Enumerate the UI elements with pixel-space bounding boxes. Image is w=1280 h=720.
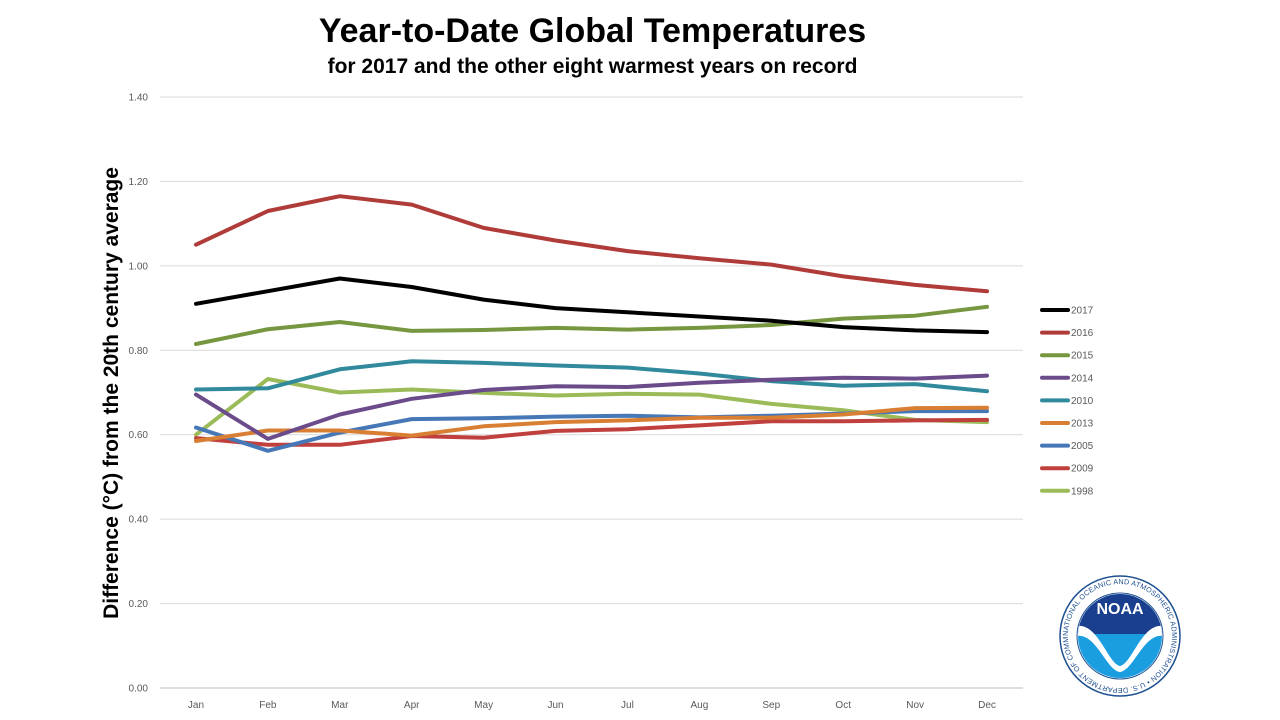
legend-label-2017: 2017 [1071, 306, 1094, 317]
series-line-2017 [194, 276, 989, 335]
x-tick-label: Mar [331, 700, 349, 711]
x-tick-label: Apr [404, 700, 420, 711]
y-tick-label: 0.80 [129, 346, 149, 357]
y-tick-label: 0.40 [129, 515, 149, 526]
chart-title: Year-to-Date Global Temperatures [318, 12, 867, 50]
x-tick-label: Sep [762, 700, 780, 711]
x-tick-label: Aug [690, 700, 708, 711]
series-line-2015 [194, 304, 989, 346]
y-tick-label: 0.00 [129, 684, 149, 695]
legend-label-2016: 2016 [1071, 328, 1094, 339]
legend-label-2009: 2009 [1071, 464, 1094, 475]
y-tick-label: 0.20 [129, 599, 149, 610]
x-tick-label: Oct [835, 700, 851, 711]
legend-label-2013: 2013 [1071, 419, 1094, 430]
legend-label-2005: 2005 [1071, 441, 1094, 452]
legend-label-2010: 2010 [1071, 396, 1094, 407]
logo-text: NOAA [1096, 601, 1144, 618]
noaa-logo: NATIONAL OCEANIC AND ATMOSPHERIC ADMINIS… [1058, 574, 1181, 697]
series-line-2014 [194, 373, 989, 441]
y-tick-label: 0.60 [129, 430, 149, 441]
y-tick-label: 1.40 [129, 93, 149, 104]
series-line-2016 [194, 194, 989, 294]
series-line-2013 [194, 405, 989, 443]
x-tick-label: Jan [188, 700, 204, 711]
x-tick-label: Jun [547, 700, 563, 711]
x-tick-label: Dec [978, 700, 996, 711]
y-tick-label: 1.00 [129, 261, 149, 272]
x-tick-label: May [474, 700, 493, 711]
legend-label-2014: 2014 [1071, 373, 1094, 384]
legend-label-1998: 1998 [1071, 486, 1094, 497]
series-line-2009 [194, 417, 989, 447]
x-tick-label: Jul [621, 700, 634, 711]
y-tick-label: 1.20 [129, 177, 149, 188]
series-line-2010 [194, 359, 989, 394]
x-tick-label: Nov [906, 700, 924, 711]
chart-subtitle: for 2017 and the other eight warmest yea… [327, 55, 858, 78]
x-tick-label: Feb [259, 700, 277, 711]
legend-label-2015: 2015 [1071, 351, 1094, 362]
